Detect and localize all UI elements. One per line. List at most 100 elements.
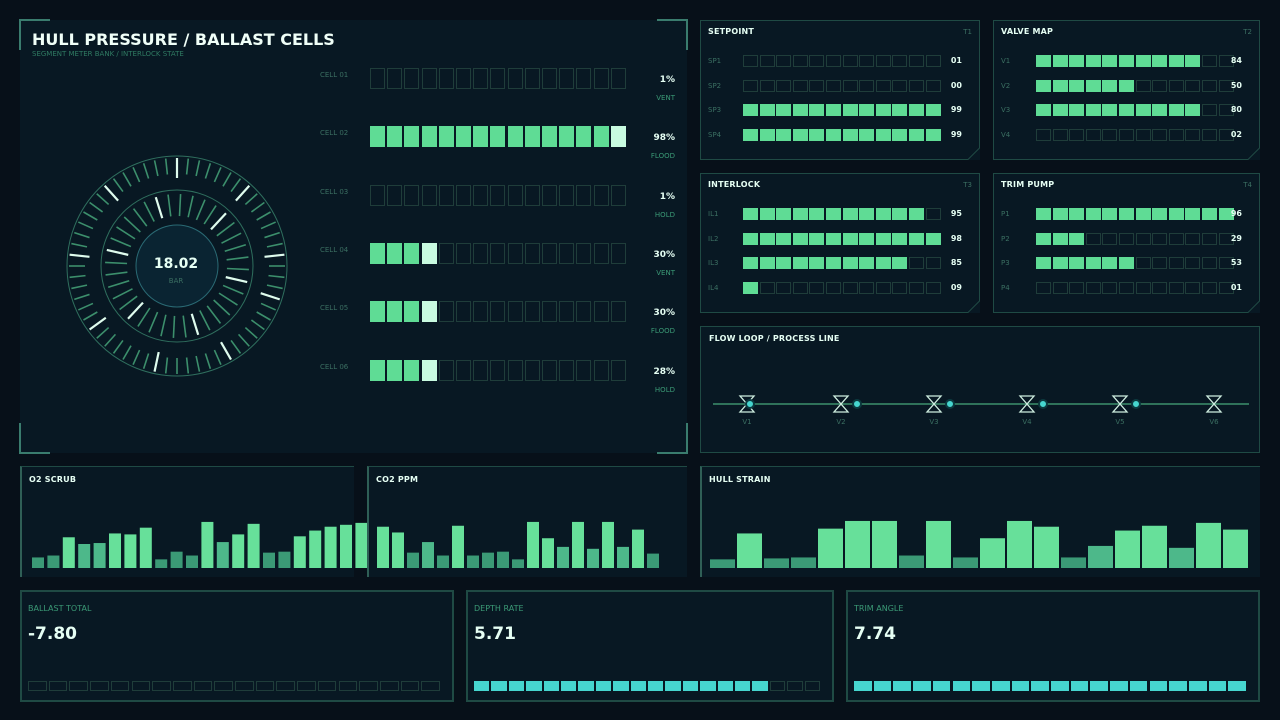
flow-node — [852, 399, 862, 409]
cell-percent: 30% — [653, 308, 675, 319]
level-segment — [909, 208, 924, 220]
panel-border — [993, 173, 1260, 313]
gauge-inner-tick — [110, 237, 132, 248]
level-segment — [842, 129, 858, 142]
level-segment — [1069, 232, 1085, 245]
chart-bar — [557, 546, 569, 568]
chart-bar — [1007, 520, 1032, 568]
panel-title: TRIM PUMP — [1001, 180, 1055, 189]
row-label: SP4 — [708, 131, 722, 140]
gauge-outer-tick — [142, 353, 150, 369]
level-segment — [875, 208, 891, 220]
level-segment — [1218, 104, 1234, 117]
metric-segment — [359, 681, 378, 691]
cell-label: CELL 05 — [320, 304, 349, 313]
metric-segment — [1090, 681, 1109, 691]
gauge-outer-tick — [71, 284, 88, 290]
cell-segment — [421, 68, 437, 89]
level-segment — [925, 129, 941, 142]
metric-label: BALLAST TOTAL — [28, 604, 92, 613]
chart-bar — [247, 523, 260, 568]
level-segment — [792, 282, 808, 295]
valve-map-panel: VALVE MAP T2 V1 84 V2 50 V3 80 V4 02 — [993, 20, 1260, 160]
cell-segment — [370, 359, 385, 381]
metric-segment — [804, 681, 820, 691]
level-segment — [1052, 257, 1068, 270]
level-segment — [809, 208, 825, 220]
level-segment — [859, 104, 875, 117]
gauge-outer-tick — [222, 172, 232, 187]
gauge-inner-tick — [187, 195, 194, 218]
level-segment — [1135, 79, 1151, 92]
chart-bar — [980, 538, 1005, 568]
gauge-inner-tick — [182, 315, 187, 338]
level-segment — [842, 282, 858, 295]
level-segment — [859, 232, 875, 245]
page-title: HULL PRESSURE / BALLAST CELLS — [32, 30, 335, 49]
panel-title: INTERLOCK — [708, 180, 761, 189]
gauge-inner-tick — [190, 313, 200, 336]
level-segment — [1069, 257, 1085, 270]
metric-segment — [508, 681, 525, 691]
level-segment — [1168, 232, 1184, 245]
level-segment — [809, 232, 825, 245]
cell-segment — [404, 242, 420, 264]
level-segment — [1036, 55, 1051, 67]
level-segment — [759, 282, 775, 295]
level-segment — [776, 232, 792, 245]
valve-icon — [1018, 395, 1036, 413]
gauge-inner-tick — [105, 261, 128, 265]
level-segment — [792, 79, 808, 92]
level-segment — [892, 208, 908, 220]
panel-tag: T1 — [963, 28, 972, 36]
cell-segment — [559, 126, 575, 148]
level-segment — [776, 129, 792, 142]
cell-label: CELL 06 — [320, 362, 349, 371]
level-segment — [776, 79, 792, 92]
level-segment — [892, 232, 908, 245]
level-segment — [1069, 129, 1085, 142]
metric-segment — [1051, 681, 1069, 691]
level-segment — [1102, 282, 1118, 295]
metric-ballast-total: BALLAST TOTAL -7.80 — [20, 590, 454, 702]
valve-icon — [925, 395, 943, 413]
level-segment — [792, 129, 808, 142]
chart-bar — [32, 557, 44, 568]
metric-label: DEPTH RATE — [474, 604, 524, 613]
level-segment — [1152, 129, 1168, 142]
gauge-outer-tick — [74, 293, 90, 301]
cell-segment — [421, 126, 437, 148]
cell-segment — [438, 184, 454, 206]
level-segment — [1202, 79, 1217, 92]
cell-segment — [387, 68, 403, 89]
level-segment — [1069, 79, 1085, 92]
row-label: V3 — [1001, 106, 1011, 115]
cell-percent: 1% — [659, 191, 675, 202]
metric-segment — [787, 681, 803, 691]
level-segment — [1102, 55, 1118, 67]
cell-percent: 28% — [653, 366, 675, 377]
level-segment — [743, 282, 758, 295]
cell-segment — [559, 242, 575, 264]
metric-segment — [769, 681, 786, 691]
metric-segment — [400, 681, 420, 691]
chart-bar — [216, 542, 229, 568]
metric-segment — [152, 681, 171, 691]
level-segment — [1069, 208, 1085, 220]
chart-bar — [1223, 529, 1248, 568]
metric-trim-angle: TRIM ANGLE 7.74 — [846, 590, 1260, 702]
metric-segment — [474, 681, 490, 691]
level-segment — [776, 104, 792, 117]
level-segment — [892, 129, 908, 142]
cell-segment — [559, 301, 575, 323]
cell-segment — [438, 126, 454, 148]
level-segment — [859, 208, 875, 220]
metric-segment — [630, 681, 646, 691]
level-segment — [875, 257, 891, 270]
level-segment — [1218, 282, 1234, 295]
panel-title: SETPOINT — [708, 27, 755, 36]
level-segment — [1052, 208, 1068, 220]
level-segment — [1185, 257, 1201, 270]
chart-bar — [355, 522, 368, 568]
level-segment — [875, 232, 891, 245]
